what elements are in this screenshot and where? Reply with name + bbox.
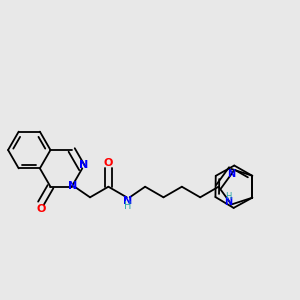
Text: H: H [225, 192, 231, 201]
Text: O: O [104, 158, 113, 168]
Text: N: N [68, 181, 77, 190]
Text: N: N [79, 160, 88, 170]
Text: O: O [36, 203, 46, 214]
Text: H: H [124, 201, 131, 211]
Text: N: N [224, 196, 232, 206]
Text: N: N [123, 196, 132, 206]
Text: N: N [227, 169, 235, 179]
